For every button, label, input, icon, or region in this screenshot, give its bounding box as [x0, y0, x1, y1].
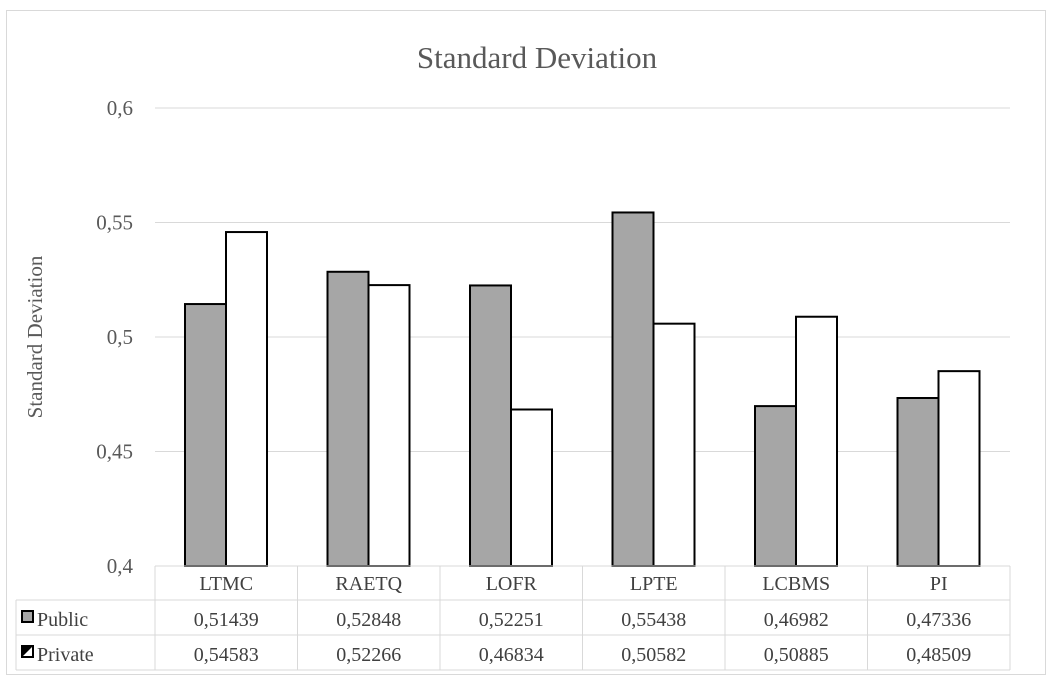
category-label: RAETQ: [335, 573, 402, 595]
legend-label-public: Public: [37, 609, 88, 631]
data-table-value: 0,46834: [479, 644, 544, 666]
data-table-value: 0,50885: [764, 644, 829, 666]
legend-key-public: [21, 610, 34, 623]
data-table-value: 0,47336: [906, 609, 971, 631]
chart-title: Standard Deviation: [417, 40, 658, 75]
y-axis-label: Standard Deviation: [23, 255, 47, 418]
data-table-value: 0,50582: [621, 644, 686, 666]
bar-public: [754, 405, 797, 568]
bar-public: [326, 270, 370, 567]
category-label: LOFR: [486, 573, 538, 595]
category-label: PI: [930, 573, 948, 595]
category-label: LCBMS: [762, 573, 830, 595]
data-table-value: 0,55438: [621, 609, 686, 631]
bar-private: [652, 322, 696, 568]
bar-public: [184, 303, 227, 567]
data-table-value: 0,54583: [194, 644, 259, 666]
data-table-value: 0,52266: [336, 644, 401, 666]
bar-private: [510, 408, 553, 567]
category-label: LTMC: [199, 573, 253, 595]
y-tick-label: 0,4: [107, 554, 134, 578]
y-tick-label: 0,6: [107, 96, 133, 120]
y-tick-label: 0,5: [107, 325, 133, 349]
bar-private: [795, 315, 838, 567]
bar-public: [611, 211, 655, 568]
data-table-value: 0,48509: [906, 644, 971, 666]
data-table-value: 0,52251: [479, 609, 544, 631]
bar-public: [896, 397, 940, 568]
category-label: LPTE: [630, 573, 678, 595]
data-table-value: 0,51439: [194, 609, 259, 631]
bar-private: [225, 231, 268, 568]
bar-private: [937, 370, 981, 567]
y-tick-label: 0,45: [96, 440, 133, 464]
y-tick-label: 0,55: [96, 211, 133, 235]
data-table-value: 0,46982: [764, 609, 829, 631]
bar-private: [367, 284, 411, 567]
legend-key-private-fill: [22, 646, 33, 657]
bar-public: [469, 284, 512, 567]
legend-label-private: Private: [37, 644, 94, 666]
data-table-value: 0,52848: [336, 609, 401, 631]
